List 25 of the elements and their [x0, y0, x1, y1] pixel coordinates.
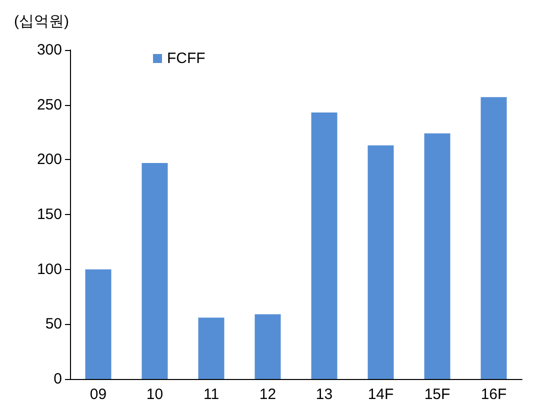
x-tick-label: 12: [259, 386, 276, 403]
bar: [142, 162, 168, 379]
y-tick-label: 50: [45, 316, 62, 333]
x-tick-label: 09: [90, 386, 107, 403]
bar: [254, 314, 281, 379]
bar: [85, 269, 112, 379]
bar: [311, 112, 338, 379]
y-tick-label: 250: [36, 96, 62, 114]
x-tick-label: 13: [316, 386, 333, 403]
y-tick-label: 0: [54, 370, 62, 388]
x-tick-label: 14F: [368, 386, 394, 403]
x-tick-label: 11: [203, 386, 220, 403]
y-tick-label: 200: [36, 151, 62, 168]
y-tick-label: 150: [36, 206, 62, 223]
bar: [480, 97, 507, 379]
y-tick-label: 300: [36, 42, 62, 58]
bar: [368, 145, 394, 379]
y-axis-title: (십억원): [14, 13, 69, 30]
legend-label: FCFF: [167, 50, 206, 67]
y-tick-label: 100: [36, 260, 62, 278]
bar: [424, 133, 450, 379]
x-tick-label: 16F: [480, 386, 507, 403]
x-tick-label: 15F: [424, 386, 450, 403]
bar: [198, 318, 224, 379]
x-tick-label: 10: [146, 386, 164, 403]
